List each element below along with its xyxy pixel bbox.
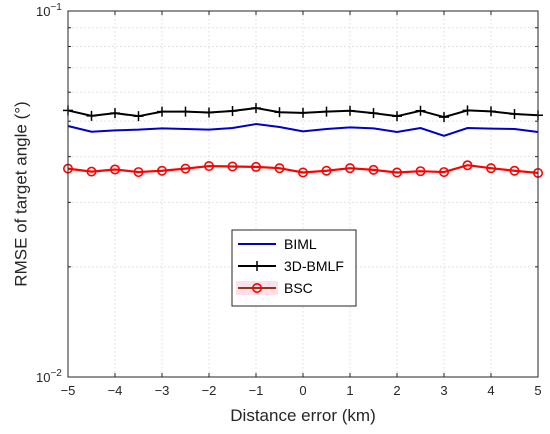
legend: BIML 3D-BMLF BSC <box>231 229 357 307</box>
x-tick-label: −5 <box>61 383 76 398</box>
data-point-bsc <box>297 167 308 178</box>
x-tick-label: −3 <box>155 383 170 398</box>
data-point-bsc <box>509 165 520 176</box>
data-point-bsc <box>251 161 262 172</box>
data-point-bsc <box>274 163 285 174</box>
x-tick-label: 1 <box>346 383 353 398</box>
x-tick-label: −2 <box>202 383 217 398</box>
y-tick-label: 10−2 <box>36 368 62 385</box>
series-bsc <box>62 160 543 178</box>
legend-entry-biml: BIML <box>238 236 317 252</box>
x-axis-label: Distance error (km) <box>230 406 375 425</box>
data-point-bsc <box>110 164 121 175</box>
data-point-bsc <box>462 160 473 171</box>
data-point-bsc <box>86 166 97 177</box>
data-point-bsc <box>204 161 215 172</box>
x-tick-label: 4 <box>487 383 494 398</box>
data-point-bsc <box>368 164 379 175</box>
data-point-bsc <box>485 163 496 174</box>
x-tick-label: 5 <box>534 383 541 398</box>
data-point-bsc <box>227 161 238 172</box>
x-tick-label: 2 <box>393 383 400 398</box>
ticks <box>67 10 539 378</box>
plot-area <box>68 11 538 377</box>
legend-entry-3d-bmlf: 3D-BMLF <box>238 258 344 274</box>
y-axis-label: RMSE of target angle (°) <box>11 101 30 286</box>
legend-label: 3D-BMLF <box>284 258 344 274</box>
series-line-bsc <box>67 164 539 175</box>
tick-labels: −5 −4 −3 −2 −1 0 1 2 3 4 5 10−1 10−2 <box>36 2 542 398</box>
data-point-bsc <box>180 163 191 174</box>
x-tick-label: 3 <box>440 383 447 398</box>
data-point-bsc <box>391 167 402 178</box>
series-biml <box>67 123 539 137</box>
data-point-bsc <box>321 165 332 176</box>
legend-label: BSC <box>284 280 313 296</box>
y-tick-label: 10−1 <box>36 2 62 19</box>
series-layer <box>62 103 543 178</box>
data-point-bsc <box>438 167 449 178</box>
data-point-bsc <box>344 163 355 174</box>
x-tick-label: −4 <box>108 383 123 398</box>
legend-label: BIML <box>284 236 317 252</box>
x-tick-label: −1 <box>249 383 264 398</box>
data-point-bsc <box>133 167 144 178</box>
data-point-bsc <box>415 166 426 177</box>
data-point-bsc <box>157 165 168 176</box>
series-line-biml <box>67 123 539 137</box>
x-tick-label: 0 <box>299 383 306 398</box>
legend-swatch-marker <box>252 282 263 293</box>
legend-entry-bsc: BSC <box>236 280 313 296</box>
